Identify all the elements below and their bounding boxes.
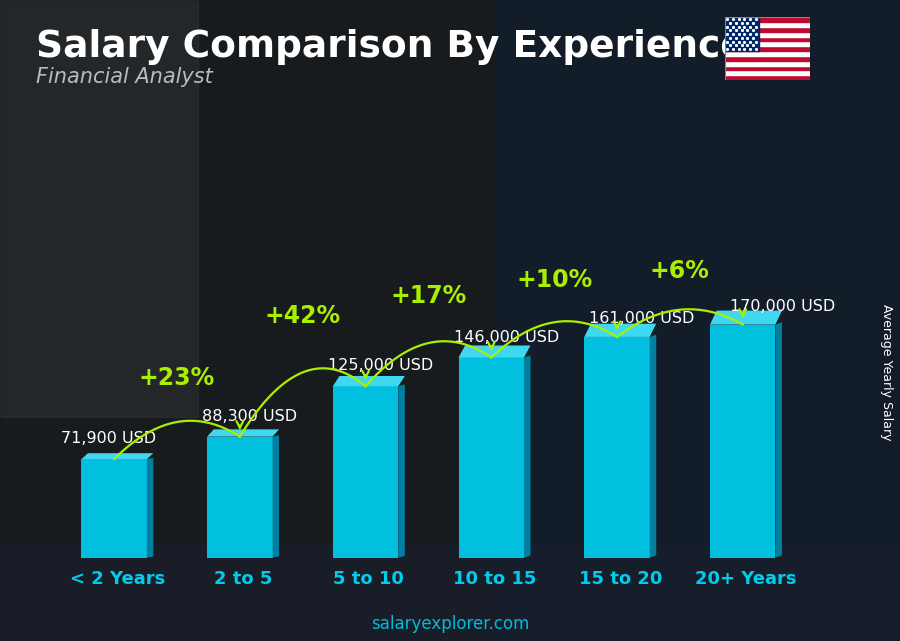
Text: 5 to 10: 5 to 10 <box>333 570 404 588</box>
Bar <box>724 42 810 46</box>
Text: < 2 Years: < 2 Years <box>70 570 165 588</box>
Text: Salary Comparison By Experience: Salary Comparison By Experience <box>36 29 746 65</box>
Polygon shape <box>459 345 530 358</box>
Bar <box>724 65 810 71</box>
Bar <box>710 324 776 558</box>
Bar <box>724 17 759 51</box>
Bar <box>724 71 810 75</box>
Bar <box>584 337 650 558</box>
Polygon shape <box>147 458 153 558</box>
Bar <box>724 46 810 51</box>
Bar <box>724 51 810 56</box>
Polygon shape <box>710 311 782 324</box>
Polygon shape <box>399 385 405 558</box>
Bar <box>724 27 810 32</box>
Bar <box>207 437 273 558</box>
Text: Average Yearly Salary: Average Yearly Salary <box>880 304 893 440</box>
Bar <box>724 75 810 80</box>
Bar <box>724 37 810 42</box>
Bar <box>724 32 810 37</box>
Polygon shape <box>207 429 279 437</box>
Polygon shape <box>524 355 530 558</box>
Bar <box>0 0 198 417</box>
Polygon shape <box>273 435 279 558</box>
Text: 20+ Years: 20+ Years <box>695 570 796 588</box>
Bar <box>724 22 810 27</box>
Text: 88,300 USD: 88,300 USD <box>202 409 297 424</box>
Text: 2 to 5: 2 to 5 <box>214 570 273 588</box>
Text: 161,000 USD: 161,000 USD <box>590 312 695 326</box>
Text: Financial Analyst: Financial Analyst <box>36 67 212 87</box>
Text: +23%: +23% <box>139 367 215 390</box>
Polygon shape <box>650 335 656 558</box>
Polygon shape <box>776 322 782 558</box>
Text: 15 to 20: 15 to 20 <box>579 570 662 588</box>
Text: +42%: +42% <box>265 303 341 328</box>
Bar <box>724 61 810 65</box>
Text: salaryexplorer.com: salaryexplorer.com <box>371 615 529 633</box>
Bar <box>724 17 810 22</box>
Text: 71,900 USD: 71,900 USD <box>61 431 157 446</box>
Text: 125,000 USD: 125,000 USD <box>328 358 433 374</box>
Bar <box>0 545 900 641</box>
Bar <box>82 459 147 558</box>
Text: +6%: +6% <box>650 259 710 283</box>
Text: 146,000 USD: 146,000 USD <box>454 329 559 345</box>
Polygon shape <box>82 453 153 459</box>
Text: +17%: +17% <box>391 285 466 308</box>
Text: 10 to 15: 10 to 15 <box>453 570 536 588</box>
Text: +10%: +10% <box>516 267 592 292</box>
Text: 170,000 USD: 170,000 USD <box>730 299 835 314</box>
Bar <box>495 0 900 641</box>
Bar <box>724 56 810 61</box>
Polygon shape <box>333 376 405 387</box>
Bar <box>459 358 524 558</box>
Polygon shape <box>584 324 656 337</box>
Bar <box>333 387 399 558</box>
